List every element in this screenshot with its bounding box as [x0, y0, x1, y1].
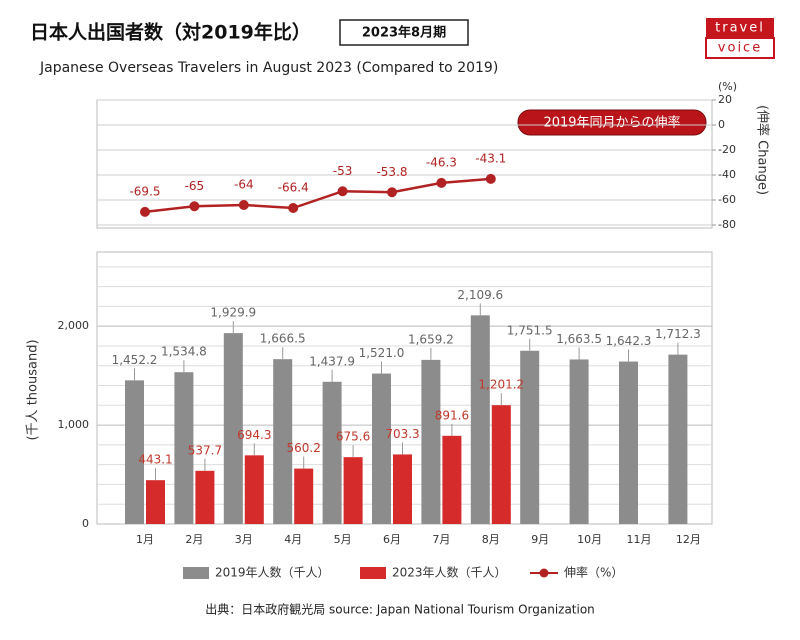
bar: [125, 380, 144, 524]
bar: [343, 457, 363, 524]
x-tick-label: 2月: [185, 533, 203, 546]
subtitle: Japanese Overseas Travelers in August 20…: [39, 60, 498, 76]
data-label: 1,659.2: [408, 332, 454, 346]
data-label: -69.5: [129, 184, 160, 198]
bar: [442, 435, 462, 524]
x-tick-label: 1月: [136, 533, 154, 546]
legend-marker: [539, 568, 549, 578]
data-label: 1,534.8: [161, 345, 207, 359]
x-tick-label: 3月: [235, 533, 253, 546]
x-tick-label: 10月: [577, 533, 602, 546]
y2-tick-label: 20: [718, 93, 732, 106]
point: [288, 203, 299, 213]
bar: [195, 470, 215, 524]
title: 日本人出国者数（対2019年比）: [30, 21, 311, 44]
bar: [174, 372, 194, 524]
x-tick-label: 8月: [482, 533, 500, 546]
data-label: 1,201.2: [478, 378, 524, 392]
point: [387, 187, 397, 198]
source: 出典：日本政府観光局 source: Japan National Touris…: [205, 602, 595, 617]
logo-text: travel: [715, 21, 765, 36]
bar: [470, 315, 490, 524]
y-tick-label: 1,000: [58, 418, 90, 431]
y2-label: (伸率 Change): [755, 105, 771, 195]
bar: [223, 333, 243, 524]
y-tick-label: 2,000: [58, 319, 90, 332]
logo-bottom: [705, 37, 775, 59]
point: [485, 173, 496, 184]
bar: [372, 373, 391, 524]
data-label: -66.4: [278, 181, 309, 195]
data-label: 1,663.5: [556, 332, 602, 346]
y2-tick-label: -60: [718, 193, 736, 206]
data-label: 1,437.9: [309, 354, 355, 368]
bar: [569, 359, 589, 524]
legend-swatch: [360, 567, 386, 579]
bar: [491, 405, 511, 524]
data-label: 694.3: [237, 428, 271, 442]
data-label: 1,751.5: [507, 323, 553, 337]
bar: [619, 361, 638, 524]
data-label: 675.6: [336, 430, 370, 444]
period: 2023年8月期: [362, 25, 446, 41]
data-label: 537.7: [188, 443, 222, 457]
point: [189, 201, 200, 212]
y2-tick-label: 0: [718, 118, 725, 131]
legend-swatch: [183, 567, 209, 579]
data-label: 1,521.0: [359, 346, 405, 360]
x-tick-label: 11月: [627, 533, 652, 546]
unit: (%): [718, 80, 737, 93]
bar: [520, 350, 540, 524]
data-label: 891.6: [435, 408, 469, 422]
point: [436, 177, 447, 188]
y-label: (千人 thousand): [26, 339, 41, 440]
data-label: 1,712.3: [655, 327, 701, 341]
data-label: 1,666.5: [260, 332, 306, 346]
bar: [393, 454, 412, 524]
period-box: [339, 19, 469, 46]
annotation-box: [517, 109, 707, 136]
bar: [244, 455, 264, 524]
point: [140, 206, 150, 217]
y2-tick-label: -20: [718, 143, 736, 156]
data-label: 1,452.2: [112, 353, 158, 367]
annotation: 2019年同月からの伸率: [543, 115, 680, 131]
bar: [421, 359, 441, 524]
bar: [294, 468, 314, 524]
data-label: -64: [234, 178, 254, 192]
data-label: -46.3: [426, 155, 457, 169]
bar: [273, 359, 293, 524]
y2-tick-label: -40: [718, 168, 736, 181]
line: [144, 177, 491, 214]
data-label: -65: [185, 179, 205, 193]
data-label: 1,929.9: [210, 306, 256, 320]
bar: [146, 480, 165, 524]
legend-label: 2023年人数（千人）: [392, 565, 507, 580]
x-tick-label: 5月: [334, 533, 352, 546]
y2-tick-label: -80: [718, 218, 736, 231]
x-tick-label: 4月: [284, 533, 302, 546]
legend-label: 伸率（%）: [564, 565, 623, 580]
logo-text: voice: [718, 41, 762, 56]
data-label: -43.1: [475, 151, 506, 165]
data-label: 2,109.6: [457, 288, 503, 302]
data-label: 560.2: [287, 441, 321, 455]
data-label: -53.8: [376, 165, 407, 179]
logo-top: [706, 18, 774, 38]
y-tick-label: 0: [82, 517, 89, 530]
data-label: -53: [333, 164, 353, 178]
x-tick-label: 6月: [383, 533, 401, 546]
x-tick-label: 9月: [531, 533, 549, 546]
point: [238, 200, 249, 210]
data-label: 443.1: [138, 453, 172, 467]
bar: [322, 381, 342, 524]
legend-label: 2019年人数（千人）: [215, 565, 330, 580]
data-label: 703.3: [385, 427, 419, 441]
x-tick-label: 12月: [676, 533, 701, 546]
bar: [668, 354, 688, 524]
data-label: 1,642.3: [606, 334, 652, 348]
point: [337, 186, 348, 197]
x-tick-label: 7月: [432, 533, 450, 546]
